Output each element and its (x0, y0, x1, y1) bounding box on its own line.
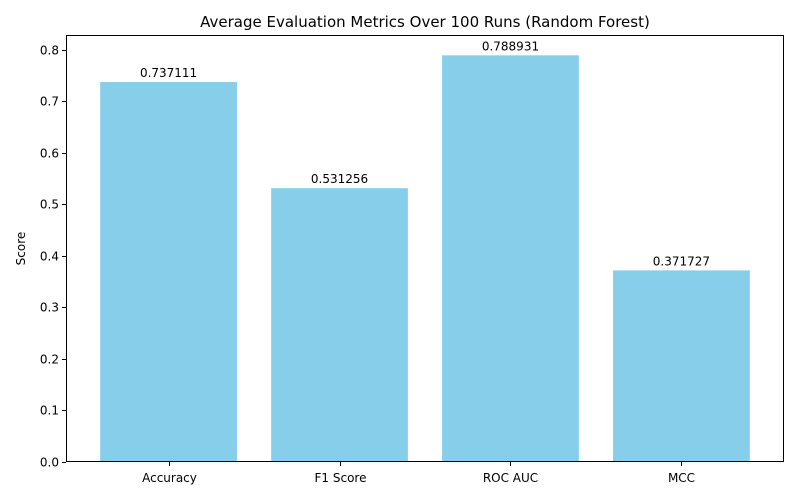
x-tick-label: ROC AUC (483, 471, 538, 485)
y-tick-label: 0.6 (40, 147, 59, 161)
y-axis-title: Score (14, 232, 28, 266)
y-axis: 0.0 0.1 0.2 0.3 0.4 0.5 0.6 0.7 0.8 (40, 44, 66, 470)
y-tick-label: 0.3 (40, 301, 59, 315)
data-label: 0.737111 (140, 66, 197, 80)
x-axis: Accuracy F1 Score ROC AUC MCC (142, 462, 695, 485)
bar-roc-auc (442, 55, 579, 462)
y-tick-label: 0.4 (40, 250, 59, 264)
y-tick-label: 0.7 (40, 95, 59, 109)
chart-title: Average Evaluation Metrics Over 100 Runs… (200, 13, 650, 31)
y-tick-label: 0.0 (40, 456, 59, 470)
bar-f1-score (271, 188, 408, 462)
plot-border (66, 35, 784, 462)
bar-accuracy (100, 82, 237, 463)
data-label: 0.531256 (311, 172, 368, 186)
bars-group (100, 55, 750, 463)
data-label: 0.371727 (653, 254, 710, 268)
x-tick-label: Accuracy (142, 471, 197, 485)
x-tick-label: MCC (668, 471, 695, 485)
y-tick-label: 0.8 (40, 44, 59, 58)
data-labels-group: 0.737111 0.531256 0.788931 0.371727 (140, 39, 710, 268)
bar-mcc (613, 270, 750, 462)
plot-frame (66, 35, 784, 462)
y-tick-label: 0.5 (40, 198, 59, 212)
y-tick-label: 0.2 (40, 353, 59, 367)
data-label: 0.788931 (482, 39, 539, 53)
y-tick-label: 0.1 (40, 404, 59, 418)
x-tick-label: F1 Score (315, 471, 367, 485)
